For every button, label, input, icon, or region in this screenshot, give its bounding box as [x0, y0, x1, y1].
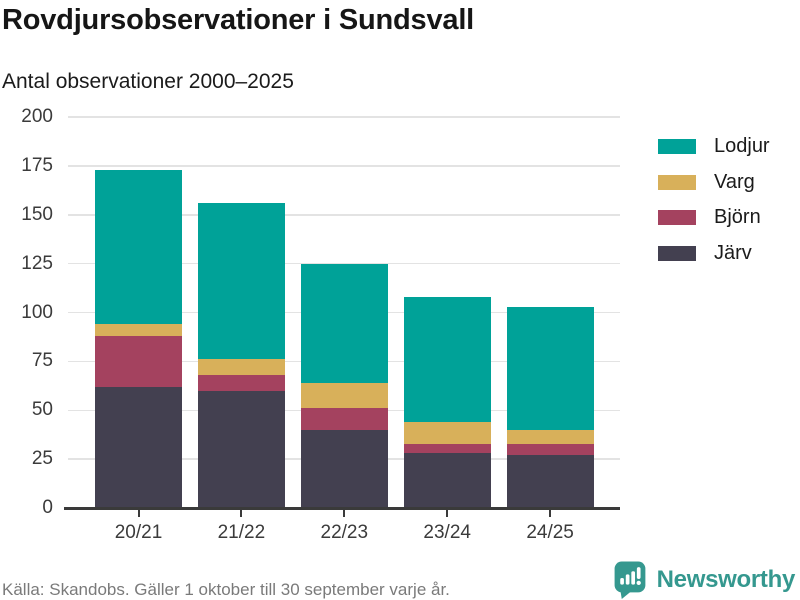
x-tick-label: 24/25: [526, 522, 574, 543]
gridline: [68, 116, 620, 118]
bar-segment-Björn: [300, 408, 388, 430]
y-tick-label: 150: [21, 203, 53, 225]
bar-segment-Varg: [506, 429, 594, 444]
gridline: [68, 262, 620, 265]
legend-item-Järv: Järv: [658, 242, 770, 265]
y-tick-label: 175: [21, 154, 53, 176]
bar-segment-Lodjur: [506, 306, 594, 430]
chart-subtitle: Antal observationer 2000–2025: [2, 70, 294, 93]
legend-label: Varg: [714, 170, 755, 193]
legend-item-Björn: Björn: [658, 206, 770, 229]
y-tick-label: 0: [42, 497, 53, 518]
newsworthy-logo[interactable]: Newsworthy: [613, 560, 795, 599]
y-tick-label: 200: [21, 106, 53, 127]
y-tick-label: 25: [31, 448, 53, 470]
bar-segment-Järv: [197, 390, 285, 508]
bar-segment-Varg: [403, 422, 491, 444]
legend-swatch: [658, 139, 696, 154]
legend-item-Lodjur: Lodjur: [658, 135, 770, 158]
y-axis-labels: 0 25 50 75 100 125 150 175 200: [0, 106, 53, 518]
y-tick-label: 100: [21, 301, 53, 323]
bar-segment-Järv: [506, 455, 594, 508]
legend-swatch: [658, 210, 696, 225]
gridline: [68, 165, 620, 167]
legend-item-Varg: Varg: [658, 171, 770, 194]
x-tick: [343, 509, 346, 517]
bar-segment-Björn: [403, 443, 491, 454]
legend-swatch: [658, 174, 696, 190]
bar-23/24: [403, 117, 491, 508]
x-tick-label: 21/22: [217, 522, 266, 543]
x-tick: [549, 509, 552, 517]
y-tick-label: 75: [31, 350, 53, 372]
plot-area: [68, 116, 620, 508]
bar-segment-Varg: [197, 359, 285, 376]
bar-segment-Järv: [300, 429, 388, 508]
bar-segment-Varg: [300, 382, 388, 409]
x-tick: [137, 509, 140, 517]
bar-segment-Järv: [403, 453, 491, 508]
x-tick-label: 22/23: [320, 522, 369, 543]
bar-segment-Lodjur: [403, 296, 491, 422]
source-note: Källa: Skandobs. Gäller 1 oktober till 3…: [2, 580, 450, 599]
bar-segment-Björn: [197, 375, 285, 391]
legend-label: Järv: [714, 241, 752, 264]
gridline: [68, 214, 620, 216]
bar-segment-Järv: [95, 386, 182, 508]
legend-label: Björn: [714, 206, 761, 228]
x-tick-label: 23/24: [423, 522, 471, 543]
bar-21/22: [197, 117, 285, 508]
bar-segment-Lodjur: [300, 263, 388, 383]
bar-segment-Björn: [95, 335, 182, 387]
newsworthy-icon: [614, 561, 646, 599]
y-tick-label: 125: [21, 252, 53, 274]
legend-swatch: [658, 245, 696, 261]
brand-name: Newsworthy: [656, 565, 796, 593]
bar-20/21: [95, 117, 182, 508]
x-tick: [446, 509, 449, 517]
bar-24/25: [506, 117, 594, 508]
legend-label: Lodjur: [714, 135, 770, 157]
bar-segment-Björn: [506, 443, 594, 456]
x-axis-line: [64, 507, 620, 510]
bar-segment-Varg: [95, 324, 182, 336]
x-tick-label: 20/21: [114, 522, 163, 543]
bar-22/23: [300, 117, 388, 508]
y-tick-label: 50: [31, 399, 53, 421]
bar-segment-Lodjur: [197, 203, 285, 360]
chart-title: Rovdjursobservationer i Sundsvall: [2, 4, 475, 36]
bar-segment-Lodjur: [95, 169, 182, 325]
legend: Lodjur Varg Björn Järv: [658, 135, 770, 277]
x-tick: [240, 509, 243, 517]
